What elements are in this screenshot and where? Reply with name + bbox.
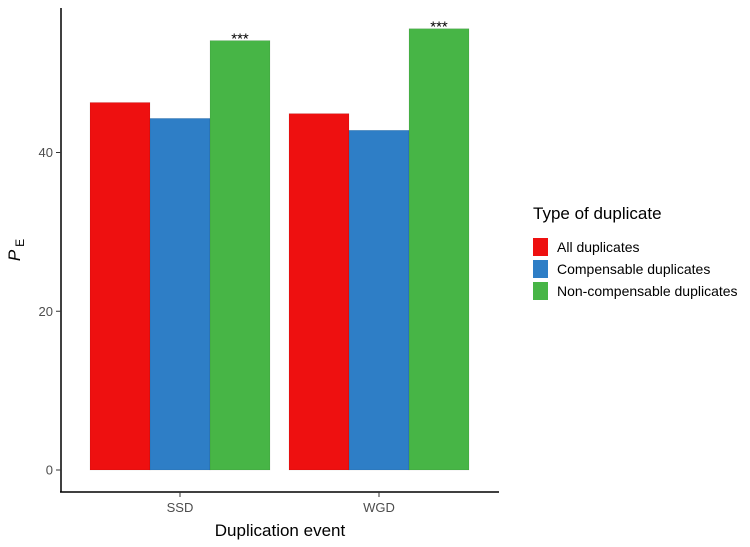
x-axis-title: Duplication event [215,521,346,540]
annotations-group: *** *** [231,19,448,48]
y-axis-title-subscript: E [13,239,27,247]
y-axis-title: PE [5,239,27,261]
y-tick-label: 0 [46,463,53,478]
legend: Type of duplicate All duplicates Compensa… [533,204,738,300]
legend-label-all-duplicates: All duplicates [557,239,640,255]
significance-marker-ssd: *** [231,31,249,48]
legend-title: Type of duplicate [533,204,662,223]
y-ticks-group: 0 20 40 [39,145,61,478]
y-tick-label: 20 [39,304,53,319]
legend-swatch-non-compensable-duplicates [533,282,548,300]
bar-wgd-all-duplicates [288,113,350,471]
bars-group [89,28,470,471]
bar-wgd-compensable-duplicates [348,130,410,471]
x-tick-label: WGD [363,500,395,515]
bar-ssd-non-compensable-duplicates [209,40,271,471]
legend-swatch-all-duplicates [533,238,548,256]
x-ticks-group: SSD WGD [167,492,395,515]
bar-ssd-all-duplicates [89,102,151,471]
svg-text:PE: PE [5,239,27,261]
x-tick-label: SSD [167,500,194,515]
bar-ssd-compensable-duplicates [149,118,211,471]
y-axis-title-main: P [5,249,24,261]
legend-label-compensable-duplicates: Compensable duplicates [557,261,710,277]
significance-marker-wgd: *** [430,19,448,36]
legend-swatch-compensable-duplicates [533,260,548,278]
bar-wgd-non-compensable-duplicates [408,28,470,471]
y-tick-label: 40 [39,145,53,160]
legend-label-non-compensable-duplicates: Non-compensable duplicates [557,283,738,299]
